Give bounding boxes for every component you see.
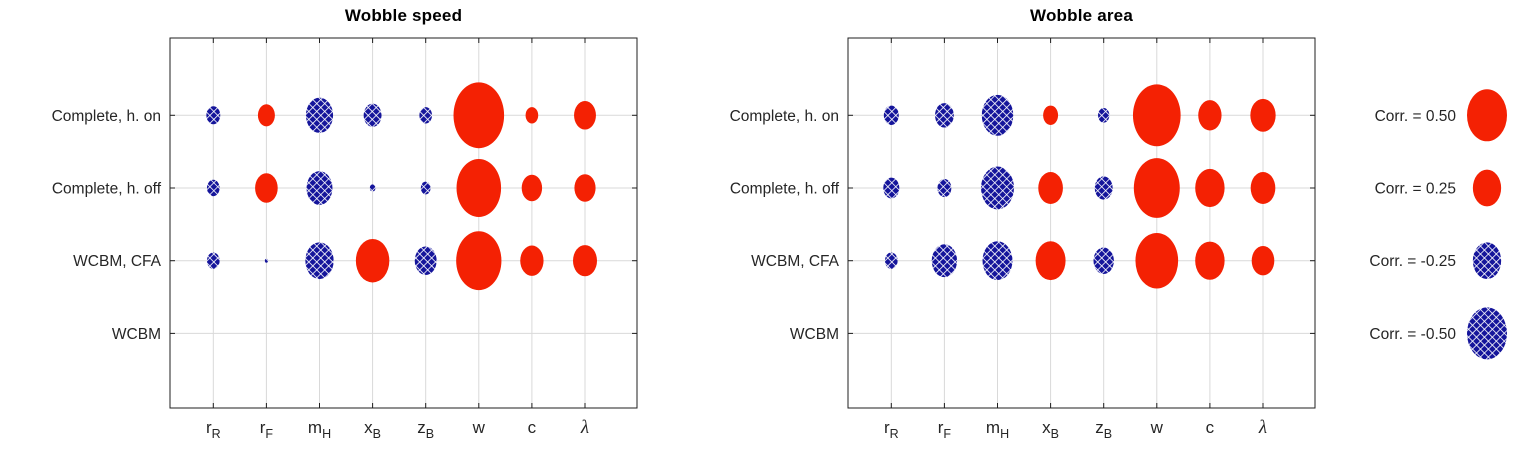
axes-border — [169, 37, 638, 409]
correlation-marker-r0c1 — [935, 103, 954, 128]
x-tick-label: rR — [206, 418, 221, 441]
correlation-marker-r1c0 — [206, 179, 220, 197]
correlation-marker-r0c0 — [883, 105, 899, 126]
y-tick-label: WCBM — [112, 326, 161, 343]
correlation-marker-r0c6 — [1198, 100, 1222, 131]
correlation-marker-r2c6 — [520, 245, 544, 276]
correlation-marker-r2c6 — [1195, 241, 1225, 280]
correlation-marker-r1c6 — [521, 174, 543, 202]
chart-title-wobble-speed: Wobble speed — [344, 6, 463, 25]
x-tick-label: λ — [580, 417, 589, 438]
chart-title-wobble-area: Wobble area — [1030, 6, 1133, 25]
x-tick-label: mH — [986, 418, 1009, 441]
correlation-marker-r2c7 — [573, 245, 597, 277]
x-tick-label: w — [472, 418, 486, 437]
correlation-marker-r2c2 — [982, 241, 1013, 281]
y-tick-label: Complete, h. on — [730, 108, 839, 125]
legend-marker-0.25 — [1472, 169, 1502, 207]
correlation-marker-r2c3 — [1035, 241, 1066, 281]
x-tick-label: λ — [1258, 417, 1267, 438]
correlation-marker-r2c5 — [1135, 232, 1179, 289]
correlation-marker-r0c6 — [525, 107, 539, 124]
y-tick-label: Complete, h. off — [730, 181, 840, 198]
x-tick-label: rF — [938, 418, 952, 441]
correlation-marker-r1c2 — [306, 171, 333, 205]
correlation-marker-r2c5 — [456, 231, 502, 291]
correlation-marker-r2c2 — [305, 242, 334, 280]
correlation-marker-r1c3 — [1038, 171, 1063, 205]
correlation-marker-r2c4 — [1093, 247, 1114, 274]
wobble-speed-plot: rR rF mH xB zB w c λ Complete, h. on Complete, h.… — [52, 37, 638, 441]
correlation-size-legend: Corr. = 0.50 Corr. = 0.25 Corr. = -0.25 Cor… — [1369, 89, 1507, 360]
y-tick-label: Complete, h. off — [52, 181, 162, 198]
x-tick-label: xB — [364, 418, 381, 441]
correlation-marker-r2c1 — [264, 258, 268, 263]
correlation-marker-r1c0 — [883, 177, 900, 199]
correlation-marker-r1c5 — [456, 159, 502, 217]
legend-label: Corr. = 0.50 — [1375, 108, 1457, 125]
correlation-marker-r2c3 — [355, 238, 390, 283]
correlation-marker-r0c0 — [206, 106, 221, 125]
y-tick-label: WCBM, CFA — [73, 253, 161, 270]
correlation-marker-r0c3 — [363, 103, 382, 127]
correlation-marker-r0c5 — [1132, 84, 1181, 147]
correlation-marker-r1c2 — [981, 166, 1014, 210]
x-tick-label: zB — [1095, 418, 1112, 441]
legend-label: Corr. = 0.25 — [1375, 181, 1456, 198]
correlation-marker-r1c4 — [420, 181, 431, 195]
y-tick-label: WCBM — [790, 326, 839, 343]
legend-label: Corr. = -0.50 — [1369, 326, 1456, 343]
correlation-marker-r1c6 — [1195, 168, 1225, 208]
correlation-marker-r0c4 — [419, 107, 433, 124]
correlation-marker-r0c7 — [574, 101, 596, 130]
correlation-marker-r1c1 — [255, 173, 278, 203]
legend-marker--0.25 — [1472, 242, 1502, 280]
correlation-marker-r1c5 — [1133, 158, 1180, 218]
y-tick-label: Complete, h. on — [52, 108, 161, 125]
legend-marker--0.5 — [1467, 307, 1507, 360]
correlation-marker-r1c7 — [574, 174, 596, 202]
correlation-marker-r2c1 — [931, 244, 958, 278]
legend-marker-0.5 — [1467, 89, 1507, 142]
correlation-marker-r0c5 — [453, 82, 505, 149]
x-tick-label: xB — [1042, 418, 1059, 441]
correlation-marker-r0c3 — [1043, 105, 1059, 126]
x-tick-label: mH — [308, 418, 331, 441]
x-tick-label: c — [1206, 418, 1215, 437]
x-tick-label: w — [1150, 418, 1164, 437]
correlation-marker-r0c2 — [305, 97, 334, 133]
y-tick-label: WCBM, CFA — [751, 253, 839, 270]
correlation-marker-r0c2 — [981, 94, 1014, 136]
wobble-area-plot: rR rF mH xB zB w c λ Complete, h. on Complete, h.… — [730, 37, 1316, 441]
correlation-marker-r1c1 — [937, 178, 952, 198]
legend-label: Corr. = -0.25 — [1369, 253, 1456, 270]
x-tick-label: rR — [884, 418, 899, 441]
correlation-marker-r2c0 — [884, 252, 898, 269]
x-tick-label: c — [528, 418, 537, 437]
correlation-marker-r1c7 — [1250, 171, 1276, 205]
axes-border — [847, 37, 1316, 409]
correlation-marker-r2c0 — [206, 252, 220, 269]
correlation-marker-r2c4 — [414, 246, 437, 275]
correlation-marker-r0c4 — [1098, 107, 1110, 123]
correlation-marker-r1c3 — [369, 184, 376, 192]
x-tick-label: zB — [417, 418, 434, 441]
x-tick-label: rF — [260, 418, 274, 441]
correlation-marker-r1c4 — [1094, 176, 1113, 200]
correlation-marker-r0c7 — [1250, 98, 1276, 132]
correlation-marker-r2c7 — [1251, 245, 1275, 276]
correlation-marker-r0c1 — [257, 104, 275, 127]
